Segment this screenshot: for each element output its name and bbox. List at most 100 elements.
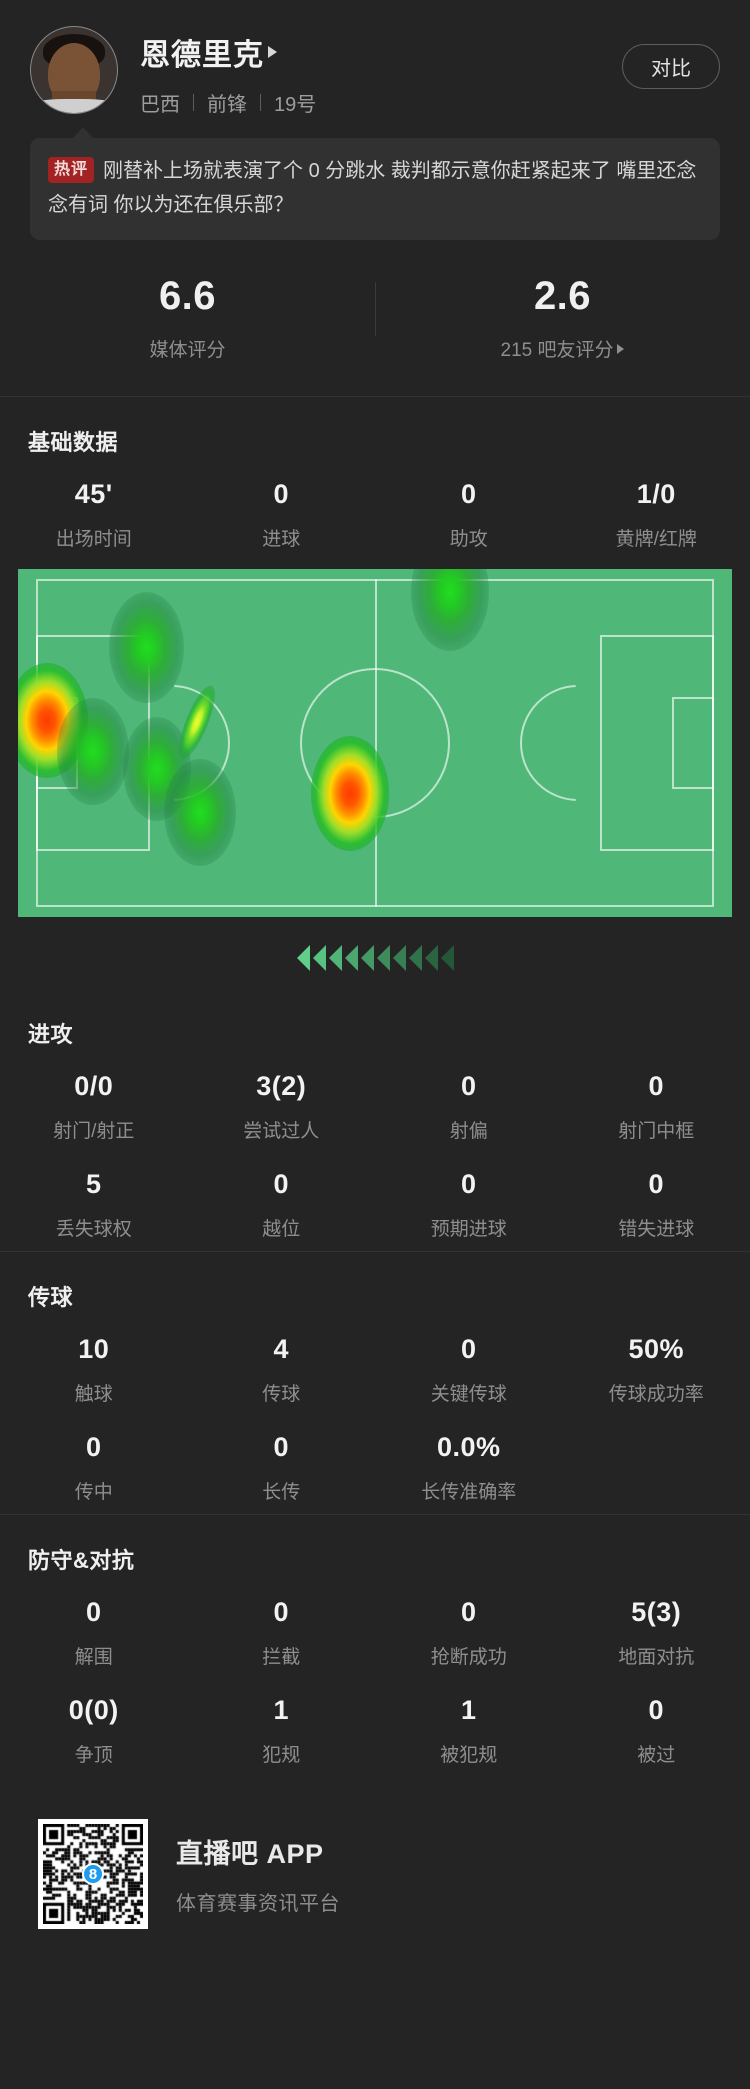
stat-cell-empty <box>563 1416 750 1514</box>
stat-value: 0 <box>460 1169 477 1199</box>
stat-value: 0.0% <box>436 1432 501 1462</box>
compare-button[interactable]: 对比 <box>622 44 720 89</box>
section-attack: 进攻 0/0 射门/射正 3(2) 尝试过人 0 射偏 0 射门中框 5 丢失球… <box>0 989 750 1251</box>
page-title: 恩德里克 <box>140 39 264 72</box>
stat-cell: 0 射偏 <box>375 1055 563 1153</box>
fan-rating[interactable]: 2.6 215 吧友评分 <box>375 276 750 362</box>
chevron-left-icon <box>360 945 374 971</box>
stat-value: 5(3) <box>631 1597 682 1627</box>
chevron-left-icon <box>376 945 390 971</box>
stat-label: 争顶 <box>74 1745 113 1766</box>
stat-cell: 0 预期进球 <box>375 1153 563 1251</box>
player-heatmap-pitch[interactable] <box>18 569 732 917</box>
stat-label: 解围 <box>74 1647 113 1668</box>
hot-comment-text: 刚替补上场就表演了个 0 分跳水 裁判都示意你赶紧起来了 嘴里还念念有词 你以为… <box>48 160 697 216</box>
divider <box>0 396 750 397</box>
app-promo-footer: 8 直播吧 APP 体育赛事资讯平台 <box>0 1777 750 1929</box>
qr-code[interactable]: 8 <box>38 1819 148 1929</box>
stat-label: 进球 <box>262 529 301 550</box>
stat-value: 1/0 <box>636 479 676 509</box>
hot-comment[interactable]: 热评 刚替补上场就表演了个 0 分跳水 裁判都示意你赶紧起来了 嘴里还念念有词 你… <box>30 127 720 240</box>
stat-cell: 10 触球 <box>0 1318 188 1416</box>
stat-cell: 0 进球 <box>188 463 376 561</box>
stat-label: 预期进球 <box>430 1219 507 1240</box>
player-position: 前锋 <box>207 94 247 116</box>
stat-label: 错失进球 <box>618 1219 695 1240</box>
pitch-six-yard-left <box>36 697 78 789</box>
section-passing: 传球 10 触球 4 传球 0 关键传球 50% 传球成功率 0 传中 <box>0 1252 750 1514</box>
stat-value: 50% <box>628 1334 685 1364</box>
app-name: 直播吧 APP <box>176 1839 324 1869</box>
media-rating-label-text: 媒体评分 <box>149 340 226 361</box>
stat-label: 射偏 <box>449 1121 488 1142</box>
stat-cell: 5(3) 地面对抗 <box>563 1581 750 1679</box>
stat-cell: 0 越位 <box>188 1153 376 1251</box>
stat-value: 0 <box>273 1432 290 1462</box>
chevron-left-icon <box>392 945 406 971</box>
divider <box>0 1251 750 1252</box>
stat-label: 黄牌/红牌 <box>615 529 697 550</box>
section-title-attack: 进攻 <box>28 1022 74 1047</box>
stat-cell: 5 丢失球权 <box>0 1153 188 1251</box>
pitch-centre-circle <box>300 668 450 818</box>
stat-cell: 3(2) 尝试过人 <box>188 1055 376 1153</box>
player-name-row[interactable]: 恩德里克 <box>140 30 316 74</box>
stat-cell: 0 拦截 <box>188 1581 376 1679</box>
chevron-left-icon <box>440 945 454 971</box>
stat-cell: 0 助攻 <box>375 463 563 561</box>
media-rating: 6.6 媒体评分 <box>0 276 375 362</box>
stat-value: 0 <box>648 1169 665 1199</box>
stat-label: 越位 <box>262 1219 301 1240</box>
player-country: 巴西 <box>140 94 180 116</box>
stat-value: 0 <box>648 1695 665 1725</box>
stat-label: 关键传球 <box>430 1384 507 1405</box>
avatar-shoulders <box>31 99 117 113</box>
stat-label: 拦截 <box>262 1647 301 1668</box>
stat-value: 3(2) <box>256 1071 307 1101</box>
fan-rating-value: 2.6 <box>533 274 592 318</box>
player-number: 19号 <box>274 94 317 116</box>
stat-label: 尝试过人 <box>243 1121 320 1142</box>
chevron-left-icon <box>424 945 438 971</box>
stat-value: 0 <box>460 1071 477 1101</box>
stat-label: 射门中框 <box>618 1121 695 1142</box>
stat-cell: 0 错失进球 <box>563 1153 750 1251</box>
stat-cell: 0 长传 <box>188 1416 376 1514</box>
stat-label: 丢失球权 <box>55 1219 132 1240</box>
section-defence: 防守&对抗 0 解围 0 拦截 0 抢断成功 5(3) 地面对抗 0(0) 争顶 <box>0 1515 750 1777</box>
stat-value: 0(0) <box>68 1695 119 1725</box>
avatar[interactable] <box>30 26 118 114</box>
chevron-left-icon <box>312 945 326 971</box>
fan-rating-label[interactable]: 215 吧友评分 <box>501 335 625 362</box>
media-rating-label: 媒体评分 <box>149 335 225 362</box>
stat-cell: 0 抢断成功 <box>375 1581 563 1679</box>
player-identity: 恩德里克 巴西 前锋 19号 <box>140 26 316 117</box>
player-header: 恩德里克 巴西 前锋 19号 对比 <box>0 0 750 128</box>
stat-value: 0 <box>273 1169 290 1199</box>
chevron-left-icon <box>296 945 310 971</box>
stat-value: 45' <box>74 479 113 509</box>
stat-cell: 0 射门中框 <box>563 1055 750 1153</box>
stat-cell: 1/0 黄牌/红牌 <box>563 463 750 561</box>
stat-grid-passing: 10 触球 4 传球 0 关键传球 50% 传球成功率 0 传中 0 长传 <box>0 1318 750 1514</box>
stat-grid-attack: 0/0 射门/射正 3(2) 尝试过人 0 射偏 0 射门中框 5 丢失球权 0… <box>0 1055 750 1251</box>
stat-cell: 1 犯规 <box>188 1679 376 1777</box>
stat-grid-basic: 45' 出场时间 0 进球 0 助攻 1/0 黄牌/红牌 <box>0 463 750 561</box>
divider <box>0 1514 750 1515</box>
stat-value: 0 <box>648 1071 665 1101</box>
stat-value: 0 <box>85 1432 102 1462</box>
player-meta: 巴西 前锋 19号 <box>140 88 316 117</box>
stat-value: 0 <box>460 1334 477 1364</box>
app-promo-text: 直播吧 APP 体育赛事资讯平台 <box>176 1832 340 1916</box>
stat-value: 0 <box>460 1597 477 1627</box>
stat-cell: 0 被过 <box>563 1679 750 1777</box>
stat-label: 传球 <box>262 1384 301 1405</box>
chevron-right-icon <box>268 46 277 58</box>
stat-cell: 0 传中 <box>0 1416 188 1514</box>
stat-label: 长传 <box>262 1482 301 1503</box>
stat-label: 抢断成功 <box>430 1647 507 1668</box>
stat-label: 出场时间 <box>55 529 132 550</box>
section-title-defence: 防守&对抗 <box>28 1548 135 1573</box>
section-title-passing: 传球 <box>28 1285 74 1310</box>
